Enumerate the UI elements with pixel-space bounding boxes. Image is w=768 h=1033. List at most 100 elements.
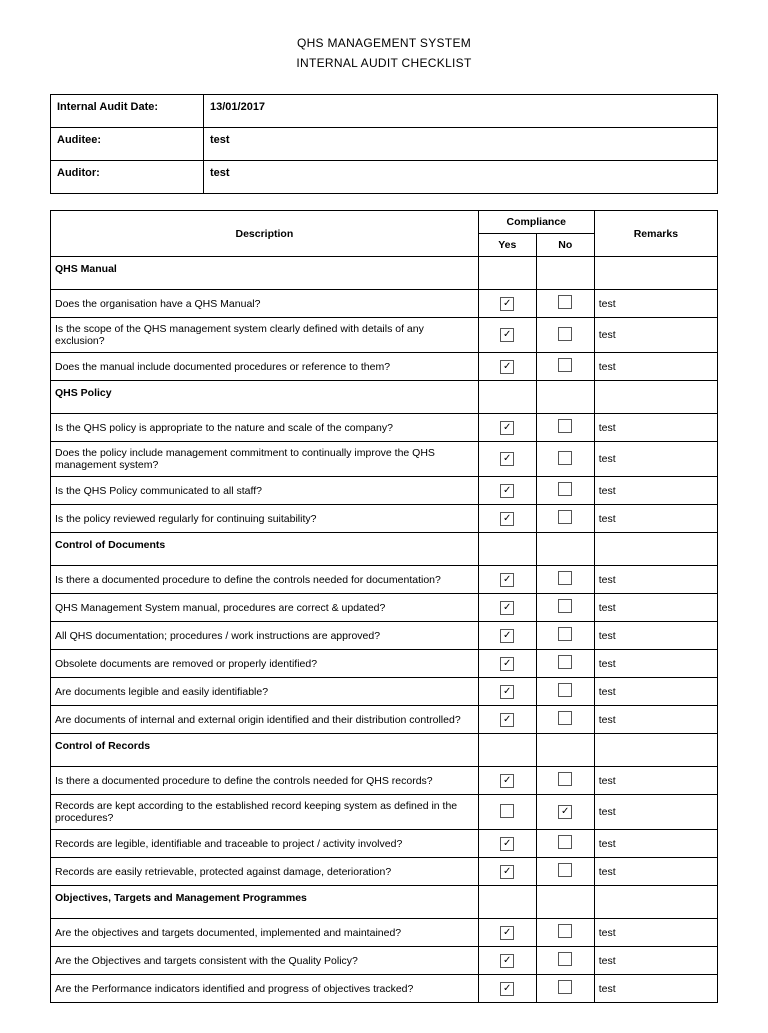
section-header: Control of Documents <box>51 533 718 566</box>
item-description: Does the manual include documented proce… <box>51 353 479 381</box>
section-header: Control of Records <box>51 734 718 767</box>
item-remarks: test <box>594 414 717 442</box>
item-remarks: test <box>594 477 717 505</box>
checklist-row: Are documents legible and easily identif… <box>51 678 718 706</box>
checklist-row: Are the Objectives and targets consisten… <box>51 947 718 975</box>
checkbox-yes[interactable] <box>500 360 514 374</box>
checkbox-no[interactable] <box>558 510 572 524</box>
checkbox-no[interactable] <box>558 772 572 786</box>
col-remarks: Remarks <box>594 211 717 257</box>
checklist-table: Description Compliance Remarks Yes No QH… <box>50 210 718 1003</box>
section-title: Control of Records <box>51 734 479 767</box>
col-no: No <box>536 234 594 257</box>
checkbox-no[interactable] <box>558 295 572 309</box>
checkbox-no[interactable] <box>558 451 572 465</box>
checkbox-no[interactable] <box>558 835 572 849</box>
checklist-row: Records are kept according to the establ… <box>51 795 718 830</box>
compliance-no-cell <box>536 767 594 795</box>
compliance-yes-cell <box>478 650 536 678</box>
compliance-no-cell <box>536 566 594 594</box>
compliance-no-cell <box>536 650 594 678</box>
checkbox-no[interactable] <box>558 419 572 433</box>
checkbox-yes[interactable] <box>500 804 514 818</box>
col-yes: Yes <box>478 234 536 257</box>
compliance-yes-cell <box>478 442 536 477</box>
item-remarks: test <box>594 353 717 381</box>
compliance-yes-cell <box>478 767 536 795</box>
compliance-no-cell <box>536 505 594 533</box>
section-title: QHS Policy <box>51 381 479 414</box>
checkbox-no[interactable] <box>558 863 572 877</box>
section-empty-cell <box>536 886 594 919</box>
checkbox-no[interactable] <box>558 327 572 341</box>
item-remarks: test <box>594 706 717 734</box>
checkbox-no[interactable] <box>558 683 572 697</box>
section-empty-cell <box>478 533 536 566</box>
item-remarks: test <box>594 566 717 594</box>
checkbox-yes[interactable] <box>500 982 514 996</box>
checkbox-no[interactable] <box>558 711 572 725</box>
checkbox-no[interactable] <box>558 655 572 669</box>
compliance-yes-cell <box>478 678 536 706</box>
checkbox-yes[interactable] <box>500 297 514 311</box>
item-description: Records are legible, identifiable and tr… <box>51 830 479 858</box>
compliance-no-cell <box>536 678 594 706</box>
checkbox-yes[interactable] <box>500 837 514 851</box>
checklist-row: Is the scope of the QHS management syste… <box>51 318 718 353</box>
compliance-yes-cell <box>478 795 536 830</box>
checkbox-yes[interactable] <box>500 954 514 968</box>
checkbox-no[interactable] <box>558 571 572 585</box>
checkbox-no[interactable] <box>558 952 572 966</box>
checkbox-yes[interactable] <box>500 685 514 699</box>
checkbox-yes[interactable] <box>500 421 514 435</box>
col-description: Description <box>51 211 479 257</box>
section-empty-cell <box>536 533 594 566</box>
item-description: Is the scope of the QHS management syste… <box>51 318 479 353</box>
item-description: Is the QHS policy is appropriate to the … <box>51 414 479 442</box>
checkbox-yes[interactable] <box>500 774 514 788</box>
checkbox-yes[interactable] <box>500 926 514 940</box>
checkbox-yes[interactable] <box>500 601 514 615</box>
item-description: Records are kept according to the establ… <box>51 795 479 830</box>
compliance-no-cell <box>536 414 594 442</box>
checkbox-no[interactable] <box>558 627 572 641</box>
checkbox-no[interactable] <box>558 358 572 372</box>
checkbox-no[interactable] <box>558 482 572 496</box>
section-empty-cell <box>478 257 536 290</box>
compliance-no-cell <box>536 858 594 886</box>
checkbox-yes[interactable] <box>500 629 514 643</box>
compliance-yes-cell <box>478 594 536 622</box>
item-remarks: test <box>594 290 717 318</box>
item-description: Are the Performance indicators identifie… <box>51 975 479 1003</box>
checklist-row: Is there a documented procedure to defin… <box>51 767 718 795</box>
compliance-yes-cell <box>478 318 536 353</box>
checkbox-yes[interactable] <box>500 713 514 727</box>
item-remarks: test <box>594 442 717 477</box>
compliance-yes-cell <box>478 975 536 1003</box>
checkbox-yes[interactable] <box>500 657 514 671</box>
checkbox-no[interactable] <box>558 805 572 819</box>
compliance-no-cell <box>536 706 594 734</box>
checkbox-yes[interactable] <box>500 484 514 498</box>
checkbox-no[interactable] <box>558 599 572 613</box>
checkbox-yes[interactable] <box>500 573 514 587</box>
item-remarks: test <box>594 795 717 830</box>
section-title: QHS Manual <box>51 257 479 290</box>
item-remarks: test <box>594 767 717 795</box>
compliance-no-cell <box>536 353 594 381</box>
item-remarks: test <box>594 594 717 622</box>
checkbox-yes[interactable] <box>500 328 514 342</box>
compliance-no-cell <box>536 318 594 353</box>
checkbox-yes[interactable] <box>500 865 514 879</box>
compliance-no-cell <box>536 947 594 975</box>
compliance-no-cell <box>536 830 594 858</box>
meta-row-date: Internal Audit Date: 13/01/2017 <box>51 95 718 128</box>
item-remarks: test <box>594 975 717 1003</box>
checkbox-no[interactable] <box>558 980 572 994</box>
compliance-yes-cell <box>478 830 536 858</box>
compliance-no-cell <box>536 442 594 477</box>
checkbox-yes[interactable] <box>500 512 514 526</box>
compliance-yes-cell <box>478 858 536 886</box>
checkbox-no[interactable] <box>558 924 572 938</box>
checkbox-yes[interactable] <box>500 452 514 466</box>
